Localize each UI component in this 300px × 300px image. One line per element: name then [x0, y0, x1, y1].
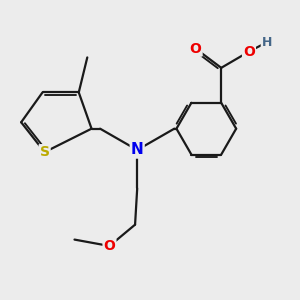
Text: O: O	[190, 42, 202, 56]
Text: H: H	[262, 36, 272, 49]
Text: O: O	[243, 45, 255, 58]
Text: N: N	[131, 142, 144, 158]
Text: S: S	[40, 145, 50, 159]
Text: O: O	[103, 239, 116, 253]
